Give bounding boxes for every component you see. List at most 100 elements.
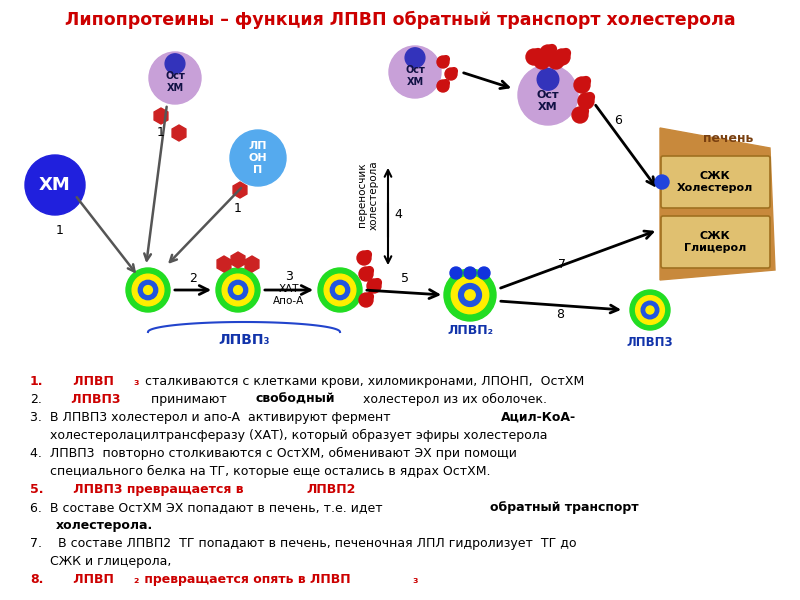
Text: ₃: ₃ xyxy=(412,573,418,586)
Circle shape xyxy=(464,267,476,279)
Text: 2: 2 xyxy=(189,271,197,284)
Text: 5.: 5. xyxy=(30,483,43,496)
Text: 4: 4 xyxy=(394,208,402,221)
Circle shape xyxy=(554,49,570,65)
Text: ЛПВП₃: ЛПВП₃ xyxy=(218,333,270,347)
Text: ЛПВП2: ЛПВП2 xyxy=(306,483,356,496)
Circle shape xyxy=(450,267,462,279)
Text: специального белка на ТГ, которые еще остались в ядрах ОстХМ.: специального белка на ТГ, которые еще ос… xyxy=(30,465,490,478)
Circle shape xyxy=(534,53,550,69)
Circle shape xyxy=(444,269,496,321)
Circle shape xyxy=(586,92,594,101)
Circle shape xyxy=(451,276,489,314)
Circle shape xyxy=(578,93,594,109)
Circle shape xyxy=(442,56,450,62)
Text: переносчик
холестерола: переносчик холестерола xyxy=(357,160,379,230)
Text: сталкиваются с клетками крови, хиломикронами, ЛПОНП,  ОстХМ: сталкиваются с клетками крови, хиломикро… xyxy=(141,375,584,388)
Circle shape xyxy=(144,286,152,295)
Text: СЖК
Глицерол: СЖК Глицерол xyxy=(684,231,746,253)
Circle shape xyxy=(538,68,558,90)
Circle shape xyxy=(165,54,185,74)
FancyBboxPatch shape xyxy=(661,156,770,208)
Circle shape xyxy=(642,301,659,319)
Text: Ост
ХМ: Ост ХМ xyxy=(537,90,559,112)
Text: холестерола.: холестерола. xyxy=(56,519,153,532)
Circle shape xyxy=(234,286,242,295)
Text: ЛПВП3: ЛПВП3 xyxy=(626,335,674,349)
Text: ХМ: ХМ xyxy=(39,176,71,194)
Text: 1: 1 xyxy=(234,202,242,214)
Text: Ост
ХМ: Ост ХМ xyxy=(405,65,425,87)
Circle shape xyxy=(374,278,382,286)
Circle shape xyxy=(655,175,669,189)
Text: Апо-А: Апо-А xyxy=(274,296,305,306)
Circle shape xyxy=(646,306,654,314)
Text: Ост
ХМ: Ост ХМ xyxy=(165,71,185,93)
Circle shape xyxy=(630,290,670,330)
Text: 8.: 8. xyxy=(30,573,43,586)
Circle shape xyxy=(138,280,158,299)
Circle shape xyxy=(437,56,449,68)
Text: 7: 7 xyxy=(558,259,566,271)
Circle shape xyxy=(458,284,482,307)
Text: ₃: ₃ xyxy=(134,375,139,388)
Text: 2.: 2. xyxy=(30,393,42,406)
Text: Липопротеины – функция ЛПВП обратный транспорт холестерола: Липопротеины – функция ЛПВП обратный тра… xyxy=(65,11,735,29)
Circle shape xyxy=(357,251,371,265)
Circle shape xyxy=(555,53,565,61)
Text: холестерол из их оболочек.: холестерол из их оболочек. xyxy=(358,393,546,406)
Circle shape xyxy=(149,52,201,104)
Text: Ацил-КоА-: Ацил-КоА- xyxy=(501,411,576,424)
Polygon shape xyxy=(217,256,231,272)
Circle shape xyxy=(547,44,557,53)
Text: 3: 3 xyxy=(285,271,293,283)
Circle shape xyxy=(445,68,457,80)
Text: 6.  В составе ОстХМ ЭХ попадают в печень, т.е. идет: 6. В составе ОстХМ ЭХ попадают в печень,… xyxy=(30,501,386,514)
Text: 1: 1 xyxy=(56,223,64,236)
Polygon shape xyxy=(245,256,259,272)
Circle shape xyxy=(478,267,490,279)
Text: превращается опять в ЛПВП: превращается опять в ЛПВП xyxy=(141,573,351,586)
Circle shape xyxy=(364,251,371,259)
Text: 4.  ЛПВП3  повторно столкиваются с ОстХМ, обменивают ЭХ при помощи: 4. ЛПВП3 повторно столкиваются с ОстХМ, … xyxy=(30,447,517,460)
Polygon shape xyxy=(154,108,168,124)
Text: свободный: свободный xyxy=(256,393,335,406)
Circle shape xyxy=(442,80,450,86)
Circle shape xyxy=(562,49,570,58)
Circle shape xyxy=(359,267,373,281)
Text: ЛПВП3: ЛПВП3 xyxy=(46,393,121,406)
Circle shape xyxy=(228,280,248,299)
Circle shape xyxy=(222,274,254,306)
Circle shape xyxy=(318,268,362,312)
Text: принимают: принимают xyxy=(142,393,230,406)
Circle shape xyxy=(465,290,475,300)
Circle shape xyxy=(518,65,578,125)
Circle shape xyxy=(366,293,374,301)
Circle shape xyxy=(324,274,356,306)
Circle shape xyxy=(540,45,556,61)
Text: ЛПВП₂: ЛПВП₂ xyxy=(447,325,493,337)
Text: ЛПВП3 превращается в: ЛПВП3 превращается в xyxy=(47,483,248,496)
Text: 8: 8 xyxy=(556,308,564,322)
Polygon shape xyxy=(172,125,186,141)
Circle shape xyxy=(216,268,260,312)
Circle shape xyxy=(389,46,441,98)
Text: СЖК
Холестерол: СЖК Холестерол xyxy=(677,171,753,193)
Circle shape xyxy=(366,266,374,274)
Circle shape xyxy=(126,268,170,312)
Text: 5: 5 xyxy=(401,271,409,284)
Circle shape xyxy=(336,286,344,295)
Circle shape xyxy=(534,49,542,58)
Text: ЛПВП: ЛПВП xyxy=(47,573,114,586)
Circle shape xyxy=(574,77,590,93)
Text: ЛП
ОН
П: ЛП ОН П xyxy=(249,142,267,175)
Polygon shape xyxy=(660,128,775,280)
Circle shape xyxy=(25,155,85,215)
Text: 3.  В ЛПВП3 холестерол и апо-A  активируют фермент: 3. В ЛПВП3 холестерол и апо-A активируют… xyxy=(30,411,394,424)
Circle shape xyxy=(437,80,449,92)
Text: ₂: ₂ xyxy=(134,573,139,586)
Polygon shape xyxy=(231,252,245,268)
Text: ХАТ: ХАТ xyxy=(278,284,299,294)
Circle shape xyxy=(367,279,381,293)
Circle shape xyxy=(450,68,458,74)
